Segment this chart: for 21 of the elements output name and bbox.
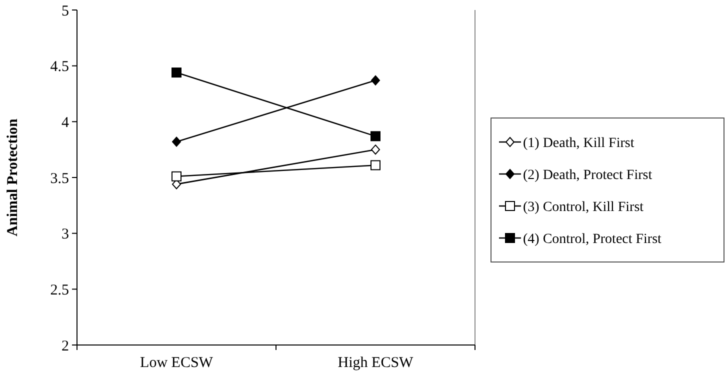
point xyxy=(172,171,182,182)
y-axis-title: Animal Protection xyxy=(5,118,21,236)
legend-label: (1) Death, Kill First xyxy=(523,136,634,151)
y-tick-label: 2 xyxy=(62,338,69,354)
legend-label: (2) Death, Protect First xyxy=(523,168,652,183)
point xyxy=(371,144,380,155)
point xyxy=(370,160,380,170)
legend-label: (4) Control, Protect First xyxy=(523,232,662,247)
point xyxy=(371,75,380,86)
y-tick-label: 3 xyxy=(62,226,69,243)
point xyxy=(370,131,380,142)
x-tick-label: High ECSW xyxy=(338,355,414,371)
x-tick-label: Low ECSW xyxy=(140,355,214,371)
y-tick-label: 3.5 xyxy=(50,170,69,187)
y-tick-label: 2.5 xyxy=(50,282,69,298)
y-tick-label: 4.5 xyxy=(50,59,69,76)
legend-label: (3) Control, Kill First xyxy=(523,200,644,215)
point xyxy=(172,68,182,78)
y-tick-label: 5 xyxy=(62,3,69,20)
y-tick-label: 4 xyxy=(62,114,70,131)
point xyxy=(172,136,181,147)
